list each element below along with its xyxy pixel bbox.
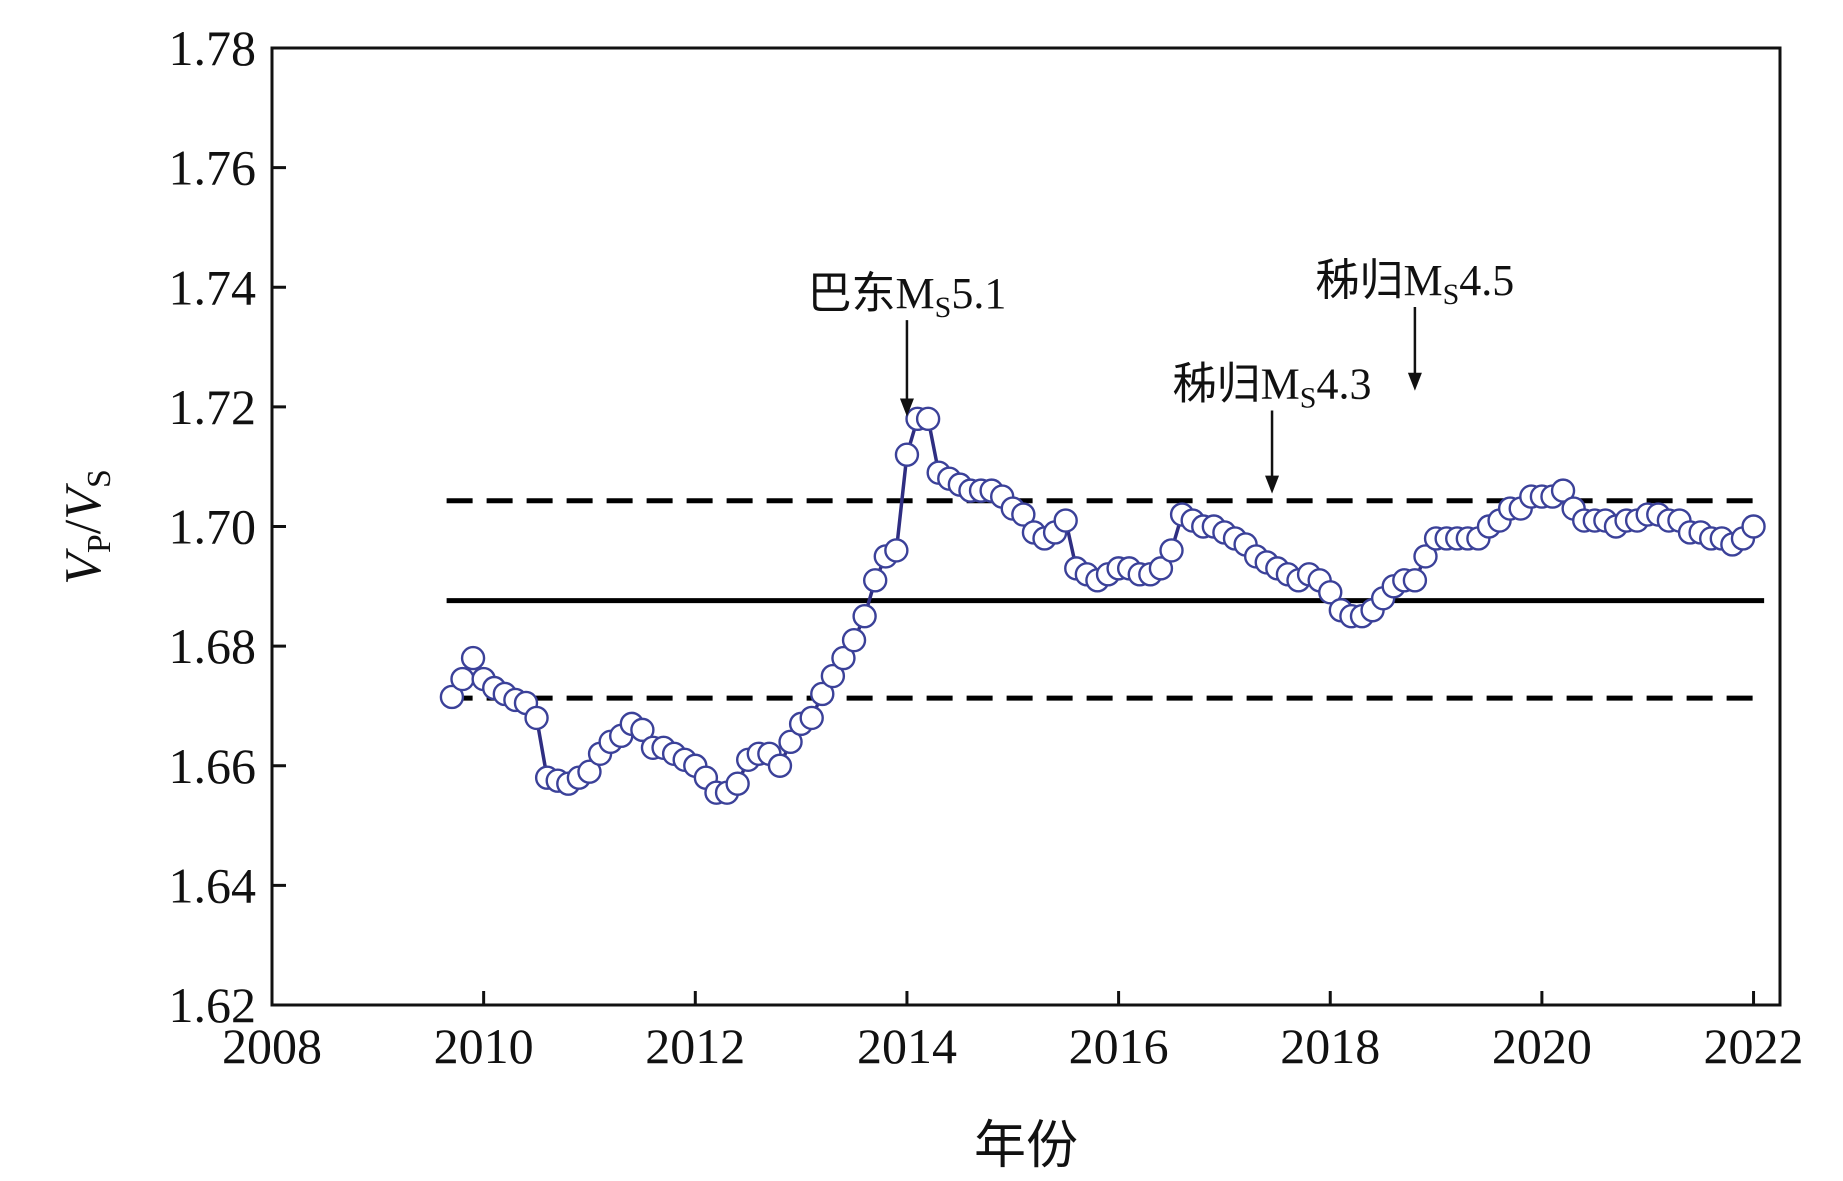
data-point [852,604,877,629]
data-point [915,406,941,432]
data-point [831,645,856,671]
series-group [439,406,1766,805]
y-tick-label: 1.62 [169,977,257,1033]
data-point [439,684,465,710]
data-point [725,771,750,796]
data-point [810,681,835,707]
annotation-mag-value: 4.5 [1459,256,1514,305]
data-point [820,663,846,689]
data-point [1741,514,1766,539]
y-tick-label: 1.72 [169,379,257,435]
y-tick-label: 1.74 [169,259,257,315]
data-point [460,645,486,671]
data-point [767,753,793,778]
data-point [1318,580,1343,605]
annotation-mag-subscript: S [935,291,952,324]
y-tick-label: 1.68 [169,618,257,674]
x-tick-label: 2016 [1069,1018,1169,1074]
x-tick-label: 2008 [222,1018,322,1074]
y-tick-label: 1.78 [169,20,257,76]
annotation-place: 巴东M [808,269,935,318]
data-point [799,705,824,731]
data-point [1402,568,1428,593]
annotation-mag-subscript: S [1300,381,1317,414]
y-tick-label: 1.70 [169,499,257,555]
annotation-arrowhead [899,398,914,417]
y-axis-label: VP/VS [55,469,118,585]
annotation-arrowhead [1407,372,1422,391]
annotation-mag-subscript: S [1443,278,1460,311]
data-point [1159,538,1184,563]
x-tick-label: 2018 [1280,1018,1380,1074]
x-tick-label: 2012 [645,1018,745,1074]
data-point [524,705,549,731]
data-point [894,442,920,467]
annotation-label: 秭归MS4.3 [1173,359,1372,414]
data-point [778,729,803,755]
data-point [1148,556,1174,581]
y-axis-ticks: 1.62 1.64 1.66 1.68 1.70 1.72 1.74 1.76 1.78 [169,20,286,1033]
data-point [863,568,888,593]
y-tick-label: 1.76 [169,140,257,196]
annotation-mag-value: 4.3 [1316,359,1371,408]
y-label-sub2: S [81,469,118,488]
x-tick-label: 2020 [1492,1018,1592,1074]
annotation-place: 秭归M [1173,359,1300,408]
annotation-arrowhead [1265,475,1280,494]
annotation-label: 秭归MS4.5 [1315,256,1514,311]
data-point [1550,478,1576,503]
y-tick-label: 1.64 [169,857,257,913]
y-label-v1: V [55,548,112,585]
data-point [630,717,655,743]
data-point [1413,544,1438,569]
data-point [450,666,475,692]
data-point [1011,502,1036,527]
annotation-mag-value: 5.1 [951,269,1006,318]
y-label-sub1: P [81,534,118,553]
annotation-place: 秭归M [1315,256,1442,305]
data-point [577,759,602,784]
data-point [884,538,909,563]
x-axis-label: 年份 [974,1118,1078,1175]
x-tick-label: 2022 [1704,1018,1804,1074]
y-label-sep: / [55,519,112,534]
x-tick-label: 2014 [857,1018,957,1074]
y-tick-label: 1.66 [169,738,257,794]
reference-lines [446,498,1765,701]
y-label-v2: V [55,483,112,520]
annotation-label: 巴东MS5.1 [808,269,1007,324]
data-point [841,627,867,653]
x-axis-ticks: 2008 2010 2012 2014 2016 2018 2020 2022 [222,991,1804,1074]
x-tick-label: 2010 [434,1018,534,1074]
data-point [1053,508,1078,533]
